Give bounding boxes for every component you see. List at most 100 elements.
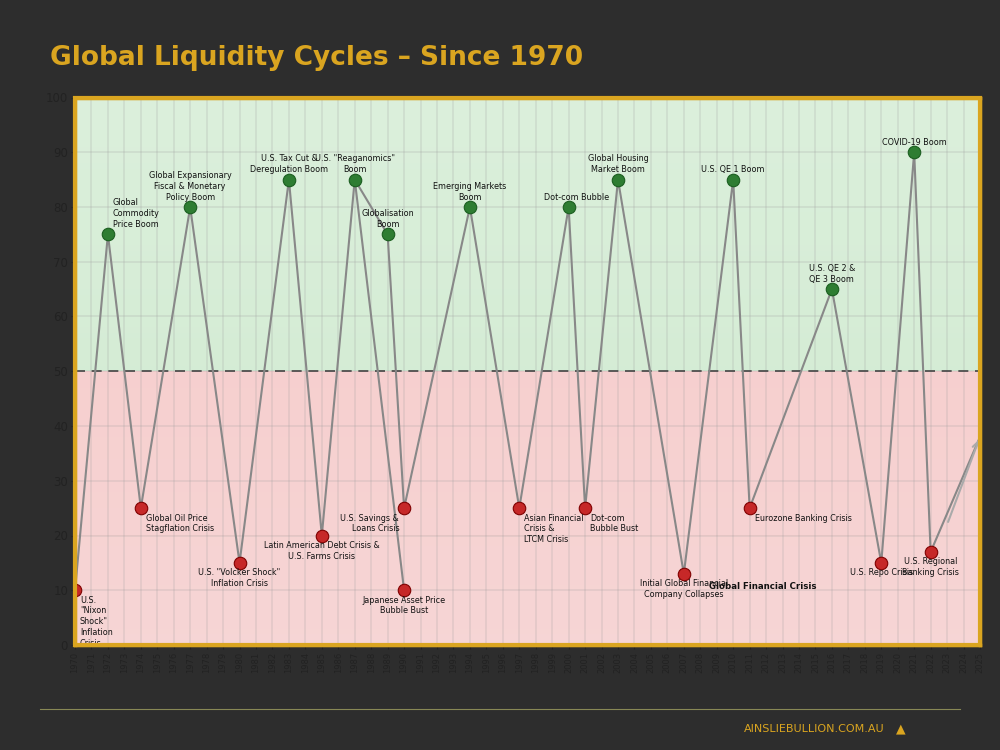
Bar — [75, 344, 980, 350]
Bar — [75, 322, 980, 328]
Text: AINSLIEBULLION.COM.AU: AINSLIEBULLION.COM.AU — [744, 724, 885, 734]
Text: Initial Global Financial
Company Collapses: Initial Global Financial Company Collaps… — [640, 579, 728, 599]
Bar — [75, 98, 980, 371]
Bar — [75, 338, 980, 344]
Bar — [75, 311, 980, 316]
Bar — [75, 371, 980, 376]
Bar — [75, 481, 980, 486]
Bar — [75, 552, 980, 557]
Bar — [75, 541, 980, 547]
Bar — [75, 212, 980, 218]
Bar — [75, 562, 980, 568]
Bar — [75, 431, 980, 437]
Bar — [75, 410, 980, 415]
Text: U.S. Savings &
Loans Crisis: U.S. Savings & Loans Crisis — [340, 514, 399, 533]
Bar — [75, 305, 980, 311]
Bar — [75, 486, 980, 492]
Text: U.S. Repo Crisis: U.S. Repo Crisis — [850, 568, 913, 578]
Bar — [75, 426, 980, 431]
Bar — [75, 640, 980, 645]
Bar — [75, 382, 980, 388]
Bar — [75, 547, 980, 552]
Bar — [75, 147, 980, 152]
Bar — [75, 623, 980, 628]
Text: Dot-com Bubble: Dot-com Bubble — [544, 193, 609, 202]
Bar — [75, 634, 980, 640]
Text: Global
Commodity
Price Boom: Global Commodity Price Boom — [113, 199, 160, 229]
Bar — [75, 158, 980, 164]
Bar — [75, 497, 980, 502]
Bar — [75, 130, 980, 136]
Text: Global Liquidity Cycles – Since 1970: Global Liquidity Cycles – Since 1970 — [50, 45, 583, 71]
Bar — [75, 136, 980, 141]
Bar — [75, 251, 980, 257]
Bar — [75, 476, 980, 481]
Text: Japanese Asset Price
Bubble Bust: Japanese Asset Price Bubble Bust — [363, 596, 446, 616]
Bar — [75, 174, 980, 179]
Bar — [75, 596, 980, 602]
Bar — [75, 267, 980, 273]
Bar — [75, 355, 980, 360]
Bar — [75, 218, 980, 223]
Text: COVID-19 Boom: COVID-19 Boom — [882, 138, 947, 147]
Text: Global Oil Price
Stagflation Crisis: Global Oil Price Stagflation Crisis — [146, 514, 214, 533]
Bar — [75, 376, 980, 382]
Bar — [75, 245, 980, 250]
Bar — [75, 124, 980, 130]
Bar — [75, 437, 980, 442]
Bar — [75, 464, 980, 470]
Bar — [75, 360, 980, 366]
Bar — [75, 492, 980, 497]
Bar — [75, 503, 980, 509]
Bar — [75, 612, 980, 617]
Text: U.S. "Reaganomics"
Boom: U.S. "Reaganomics" Boom — [315, 154, 395, 174]
Bar — [75, 262, 980, 267]
Bar — [75, 119, 980, 124]
Bar — [75, 530, 980, 536]
Text: Eurozone Banking Crisis: Eurozone Banking Crisis — [755, 514, 851, 523]
Text: U.S.
"Nixon
Shock"
Inflation
Crisis: U.S. "Nixon Shock" Inflation Crisis — [80, 596, 113, 648]
Bar — [75, 98, 980, 103]
Text: Globalisation
Boom: Globalisation Boom — [361, 209, 414, 229]
Bar — [75, 393, 980, 398]
Bar — [75, 514, 980, 519]
Bar — [75, 114, 980, 119]
Text: U.S. "Volcker Shock"
Inflation Crisis: U.S. "Volcker Shock" Inflation Crisis — [198, 568, 281, 588]
Bar — [75, 273, 980, 278]
Bar — [75, 442, 980, 448]
Bar — [75, 164, 980, 169]
Bar — [75, 404, 980, 410]
Bar — [75, 607, 980, 612]
Bar — [75, 229, 980, 234]
Text: U.S. Regional
Banking Crisis: U.S. Regional Banking Crisis — [902, 557, 959, 578]
Bar — [75, 453, 980, 459]
Bar — [75, 398, 980, 404]
Bar — [75, 421, 980, 426]
Bar — [75, 568, 980, 574]
Bar — [75, 109, 980, 114]
Text: U.S. Tax Cut &
Deregulation Boom: U.S. Tax Cut & Deregulation Boom — [250, 154, 328, 174]
Bar — [75, 536, 980, 541]
Bar — [75, 388, 980, 393]
Bar — [75, 628, 980, 634]
Bar — [75, 141, 980, 147]
Bar — [75, 289, 980, 295]
Bar — [75, 224, 980, 229]
Bar — [75, 152, 980, 157]
Bar — [75, 333, 980, 338]
Bar — [75, 557, 980, 562]
Bar — [75, 300, 980, 305]
Bar — [75, 366, 980, 371]
Bar — [75, 371, 980, 645]
Bar — [75, 509, 980, 514]
Bar — [75, 459, 980, 464]
Text: Latin American Debt Crisis &
U.S. Farms Crisis: Latin American Debt Crisis & U.S. Farms … — [264, 541, 380, 561]
Bar — [75, 470, 980, 476]
Bar — [75, 103, 980, 109]
Bar — [75, 190, 980, 196]
Bar — [75, 328, 980, 333]
Bar — [75, 234, 980, 240]
Bar — [75, 602, 980, 607]
Bar — [75, 278, 980, 284]
Bar — [75, 207, 980, 212]
